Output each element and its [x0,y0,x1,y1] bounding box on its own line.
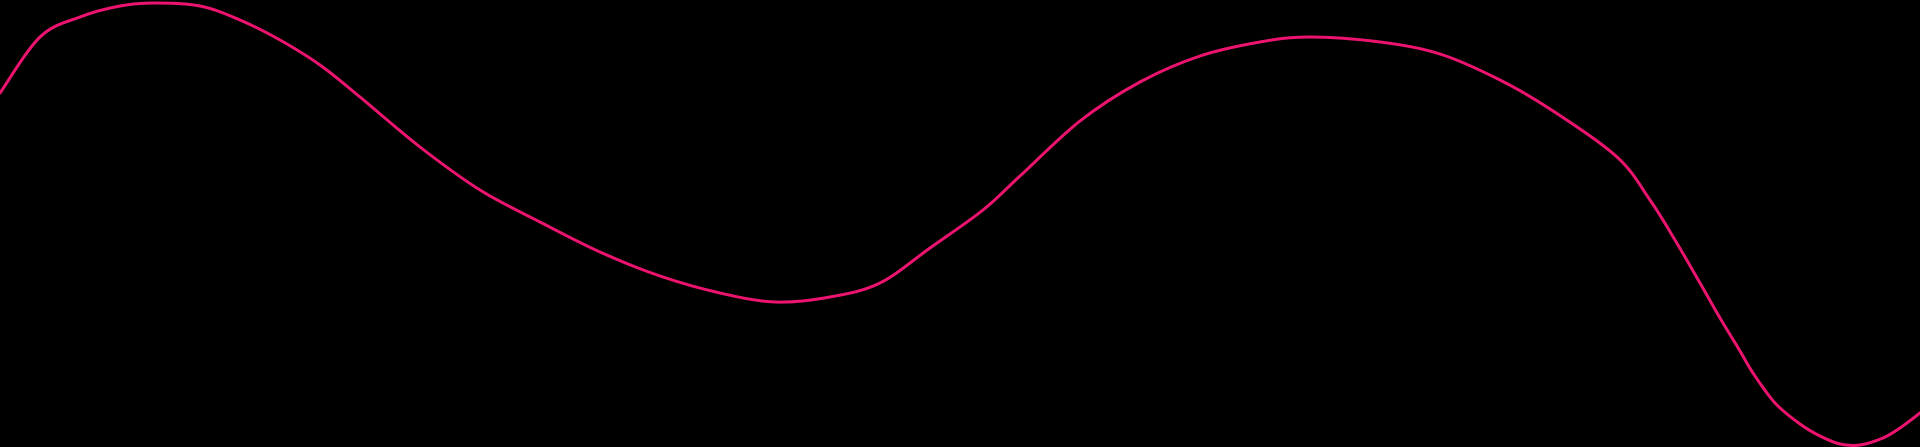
black-canvas [0,0,1920,447]
canvas-background [0,0,1920,447]
wave-chart [0,0,1920,447]
wave-curve [0,1,1920,447]
